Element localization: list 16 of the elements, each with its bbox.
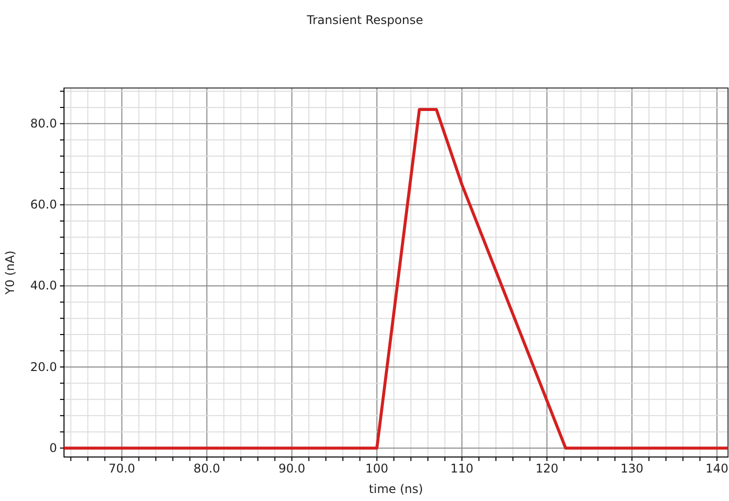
x-tick-label: 120	[535, 462, 558, 476]
y-axis-title: Y0 (nA)	[3, 250, 17, 296]
chart-title: Transient Response	[306, 13, 424, 27]
x-tick-label: 110	[450, 462, 474, 476]
x-tick-label: 90.0	[278, 462, 306, 476]
x-tick-label: 130	[620, 462, 644, 476]
y-tick-label: 40.0	[30, 278, 57, 293]
x-tick-label: 140	[705, 462, 728, 476]
x-tick-label: 100	[365, 462, 388, 476]
x-axis-title: time (ns)	[368, 482, 424, 496]
x-tick-label: 80.0	[193, 462, 220, 476]
x-tick-label: 70.0	[108, 462, 136, 476]
y-tick-label: 80.0	[30, 116, 57, 131]
y-tick-label: 60.0	[30, 198, 57, 212]
y-tick-label: 20.0	[30, 360, 57, 374]
y-tick-label: 0	[49, 440, 57, 455]
